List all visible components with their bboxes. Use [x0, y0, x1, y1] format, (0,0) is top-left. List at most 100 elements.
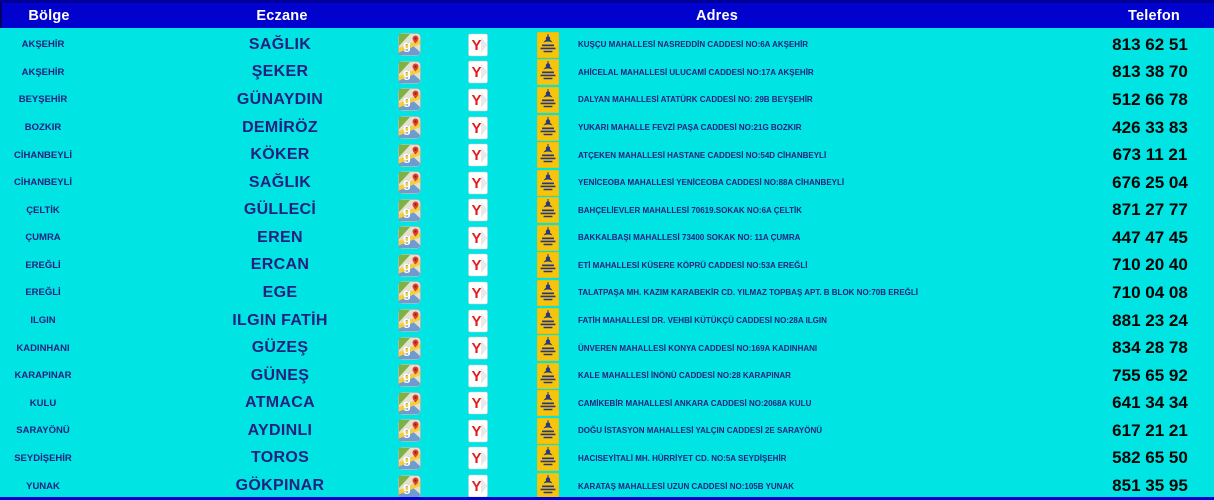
table-row: AKŞEHİR ŞEKER g Y: [0, 59, 1214, 87]
phone-cell: 710 20 40: [1112, 255, 1188, 275]
region-cell: ILGIN: [30, 315, 56, 327]
yandex-maps-icon[interactable]: Y: [466, 279, 490, 307]
region-cell: CİHANBEYLİ: [13, 177, 73, 189]
google-maps-icon[interactable]: g: [397, 31, 421, 59]
region-cell: AKŞEHİR: [21, 39, 65, 51]
phone-cell: 755 65 92: [1112, 365, 1188, 385]
google-maps-icon[interactable]: g: [397, 86, 421, 114]
konya-municipality-logo-icon[interactable]: [536, 334, 560, 362]
yandex-maps-icon[interactable]: Y: [466, 196, 490, 224]
svg-text:g: g: [403, 148, 411, 163]
address-cell: KUŞÇU MAHALLESİ NASREDDİN CADDESİ NO:6A …: [578, 40, 809, 50]
phone-cell: 710 04 08: [1112, 282, 1188, 302]
google-maps-icon[interactable]: g: [397, 417, 421, 445]
yandex-maps-icon[interactable]: Y: [466, 169, 490, 197]
konya-municipality-logo-icon[interactable]: [536, 224, 560, 252]
google-maps-icon[interactable]: g: [397, 224, 421, 252]
pharmacy-name-cell: ATMACA: [245, 394, 315, 412]
konya-municipality-logo-icon[interactable]: [536, 31, 560, 59]
svg-text:g: g: [403, 479, 411, 494]
table-row: CİHANBEYLİ KÖKER g Y: [0, 141, 1214, 169]
yandex-maps-icon[interactable]: Y: [466, 224, 490, 252]
yandex-maps-icon[interactable]: Y: [466, 141, 490, 169]
pharmacy-name-cell: ERCAN: [250, 256, 310, 274]
konya-municipality-logo-icon[interactable]: [536, 472, 560, 500]
yandex-maps-icon[interactable]: Y: [466, 334, 490, 362]
yandex-maps-icon[interactable]: Y: [466, 472, 490, 500]
konya-municipality-logo-icon[interactable]: [536, 114, 560, 142]
region-cell: KADINHANI: [16, 342, 70, 354]
region-cell: SEYDİŞEHİR: [14, 452, 72, 464]
region-cell: BEYŞEHİR: [18, 94, 68, 106]
address-cell: AHİCELAL MAHALLESİ ULUCAMİ CADDESİ NO:17…: [578, 67, 814, 77]
pharmacy-name-cell: GÜZEŞ: [251, 339, 309, 357]
region-cell: AKŞEHİR: [21, 66, 65, 78]
konya-municipality-logo-icon[interactable]: [536, 279, 560, 307]
google-maps-icon[interactable]: g: [397, 445, 421, 473]
table-row: BEYŞEHİR GÜNAYDIN g Y: [0, 86, 1214, 114]
konya-municipality-logo-icon[interactable]: [536, 390, 560, 418]
konya-municipality-logo-icon[interactable]: [536, 141, 560, 169]
pharmacy-name-cell: TOROS: [250, 449, 310, 467]
address-cell: YUKARI MAHALLE FEVZİ PAŞA CADDESİ NO:21G…: [578, 123, 802, 133]
svg-text:Y: Y: [471, 285, 481, 302]
google-maps-icon[interactable]: g: [397, 59, 421, 87]
yandex-maps-icon[interactable]: Y: [466, 307, 490, 335]
phone-cell: 676 25 04: [1112, 172, 1188, 192]
konya-municipality-logo-icon[interactable]: [536, 252, 560, 280]
google-maps-icon[interactable]: g: [397, 196, 421, 224]
konya-municipality-logo-icon[interactable]: [536, 196, 560, 224]
table-row: SEYDİŞEHİR TOROS g Y: [0, 445, 1214, 473]
google-maps-icon[interactable]: g: [397, 252, 421, 280]
table-header: Bölge Eczane Adres Telefon: [0, 3, 1214, 28]
address-cell: DOĞU İSTASYON MAHALLESİ YALÇIN CADDESİ 2…: [578, 426, 823, 436]
svg-text:g: g: [403, 93, 411, 108]
address-cell: HACISEYİTALİ MH. HÜRRİYET CD. NO:5A SEYD…: [578, 453, 787, 463]
google-maps-icon[interactable]: g: [397, 472, 421, 500]
pharmacy-name-cell: KÖKER: [250, 146, 310, 164]
konya-municipality-logo-icon[interactable]: [536, 445, 560, 473]
konya-municipality-logo-icon[interactable]: [536, 307, 560, 335]
konya-municipality-logo-icon[interactable]: [536, 417, 560, 445]
table-row: EREĞLİ EGE g Y: [0, 279, 1214, 307]
table-row: KARAPINAR GÜNEŞ g Y: [0, 362, 1214, 390]
yandex-maps-icon[interactable]: Y: [466, 390, 490, 418]
pharmacy-name-cell: GÜNAYDIN: [236, 90, 324, 108]
table-row: AKŞEHİR SAĞLIK g Y: [0, 31, 1214, 59]
yandex-maps-icon[interactable]: Y: [466, 362, 490, 390]
address-cell: KALE MAHALLESİ İNÖNÜ CADDESİ NO:28 KARAP…: [578, 371, 791, 381]
pharmacy-name-cell: GÜNEŞ: [250, 366, 310, 384]
google-maps-icon[interactable]: g: [397, 141, 421, 169]
google-maps-icon[interactable]: g: [397, 362, 421, 390]
table-row: KADINHANI GÜZEŞ g Y: [0, 334, 1214, 362]
konya-municipality-logo-icon[interactable]: [536, 59, 560, 87]
table-row: ÇUMRA EREN g Y: [0, 224, 1214, 252]
yandex-maps-icon[interactable]: Y: [466, 417, 490, 445]
konya-municipality-logo-icon[interactable]: [536, 362, 560, 390]
table-row: KULU ATMACA g Y: [0, 390, 1214, 418]
yandex-maps-icon[interactable]: Y: [466, 114, 490, 142]
google-maps-icon[interactable]: g: [397, 114, 421, 142]
region-cell: EREĞLİ: [25, 287, 61, 299]
konya-municipality-logo-icon[interactable]: [536, 169, 560, 197]
google-maps-icon[interactable]: g: [397, 390, 421, 418]
yandex-maps-icon[interactable]: Y: [466, 445, 490, 473]
svg-text:Y: Y: [471, 147, 481, 164]
google-maps-icon[interactable]: g: [397, 307, 421, 335]
google-maps-icon[interactable]: g: [397, 334, 421, 362]
yandex-maps-icon[interactable]: Y: [466, 31, 490, 59]
address-cell: BAKKALBAŞI MAHALLESİ 73400 SOKAK NO: 11A…: [578, 233, 801, 243]
pharmacy-name-cell: GÖKPINAR: [235, 477, 325, 495]
svg-text:g: g: [403, 121, 411, 136]
yandex-maps-icon[interactable]: Y: [466, 59, 490, 87]
yandex-maps-icon[interactable]: Y: [466, 252, 490, 280]
svg-text:Y: Y: [471, 120, 481, 137]
yandex-maps-icon[interactable]: Y: [466, 86, 490, 114]
address-cell: ÜNVEREN MAHALLESİ KONYA CADDESİ NO:169A …: [578, 343, 818, 353]
phone-cell: 426 33 83: [1112, 117, 1188, 137]
google-maps-icon[interactable]: g: [397, 169, 421, 197]
svg-text:Y: Y: [471, 230, 481, 247]
konya-municipality-logo-icon[interactable]: [536, 86, 560, 114]
bottom-header-strip: [0, 497, 1214, 500]
google-maps-icon[interactable]: g: [397, 279, 421, 307]
